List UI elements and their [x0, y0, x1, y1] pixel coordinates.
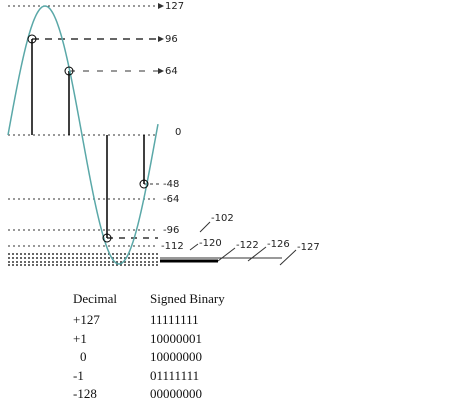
- level-label: -126: [267, 239, 290, 250]
- sine-wave: [7, 5, 159, 265]
- arrowhead: [158, 3, 164, 9]
- sample-point: [139, 179, 149, 189]
- leader: [247, 246, 267, 262]
- table-cell: 11111111: [150, 312, 199, 327]
- arrowhead: [158, 36, 164, 42]
- table-cell: 01111111: [150, 368, 199, 383]
- table-cell: 10000000: [150, 349, 202, 364]
- leader: [199, 221, 211, 233]
- table-header: Signed Binary: [150, 291, 225, 306]
- table-cell: -128: [73, 386, 97, 401]
- leader: [189, 243, 199, 251]
- level-label: -112: [161, 241, 184, 252]
- table-cell: +127: [73, 312, 100, 327]
- level-label: -122: [236, 240, 259, 251]
- level-label: -96: [163, 225, 179, 236]
- level-label: -102: [211, 213, 234, 224]
- sample-point: [102, 233, 112, 243]
- level-label: -48: [163, 179, 179, 190]
- level-label: -64: [163, 194, 179, 205]
- level-label: 96: [165, 34, 178, 45]
- table-cell: 00000000: [150, 386, 202, 401]
- table-header: Decimal: [73, 291, 117, 306]
- level-label: 64: [165, 66, 178, 77]
- table-cell: -1: [73, 368, 84, 383]
- level-label: -127: [297, 242, 320, 253]
- sample-point: [64, 66, 74, 76]
- level-label: 0: [175, 127, 181, 138]
- stems: [31, 39, 145, 238]
- level-label: 127: [165, 1, 184, 12]
- level-label: -120: [199, 238, 222, 249]
- arrowhead: [158, 68, 164, 74]
- table-cell: 10000001: [150, 331, 202, 346]
- leader: [217, 247, 236, 262]
- table-cell: 0: [80, 349, 87, 364]
- samples: [27, 34, 149, 243]
- table-cell: +1: [73, 331, 87, 346]
- level-lines: [8, 5, 297, 266]
- arrowheads: [158, 3, 164, 74]
- leader: [279, 249, 297, 266]
- sample-point: [27, 34, 37, 44]
